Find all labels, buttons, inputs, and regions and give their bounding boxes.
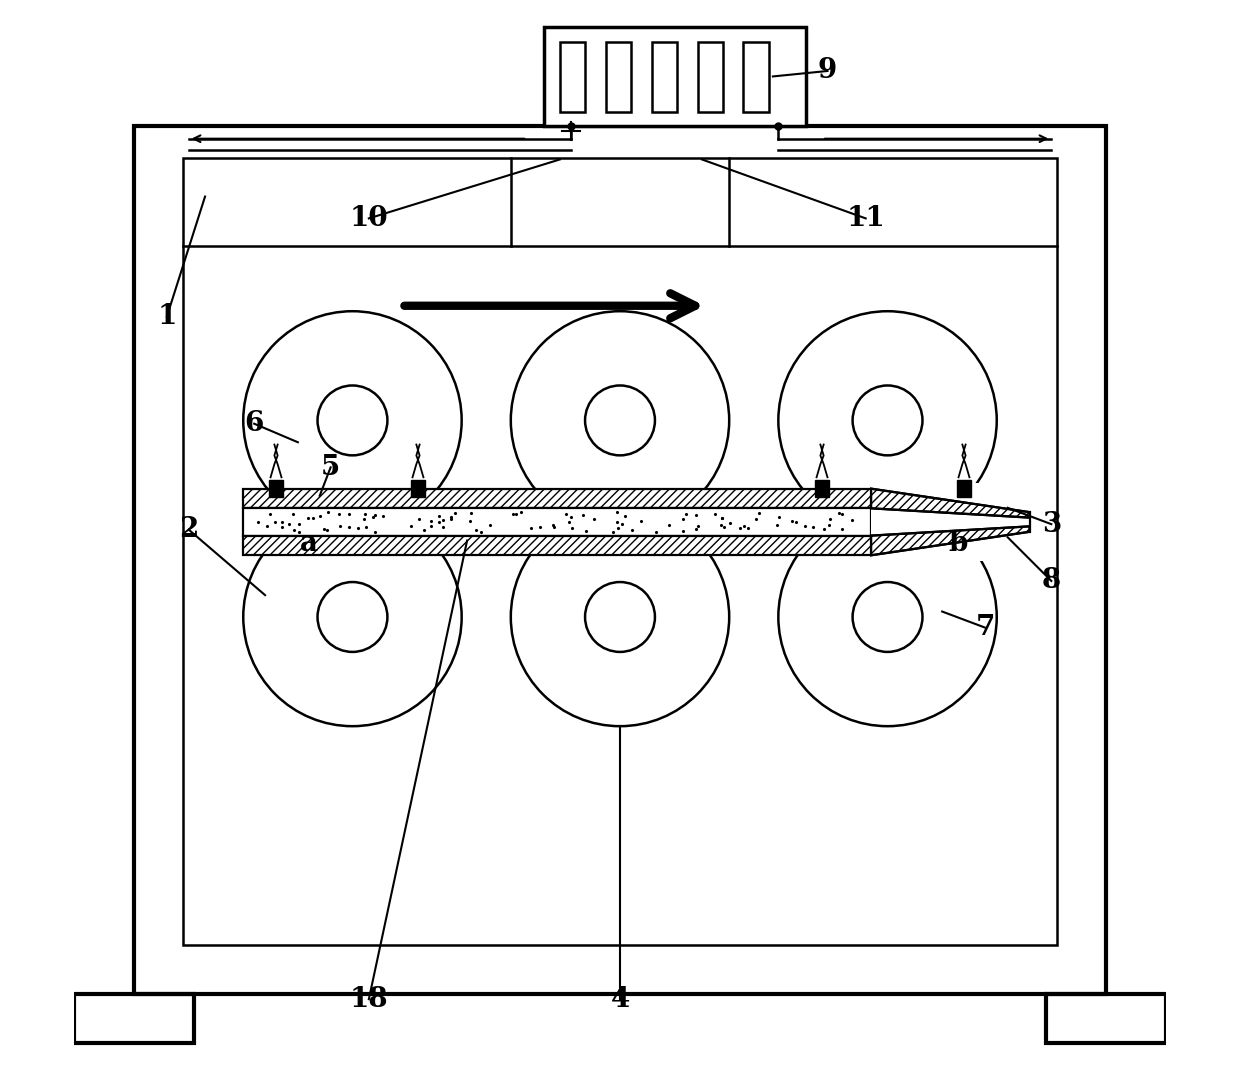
Circle shape xyxy=(779,508,997,726)
Circle shape xyxy=(853,385,923,455)
Bar xyxy=(744,41,769,112)
Bar xyxy=(872,483,1035,561)
Bar xyxy=(698,41,723,112)
Bar xyxy=(269,480,283,497)
Circle shape xyxy=(585,582,655,652)
Text: 5: 5 xyxy=(321,454,340,480)
Circle shape xyxy=(511,311,729,530)
Text: 3: 3 xyxy=(1042,511,1061,537)
Text: 7: 7 xyxy=(976,615,996,641)
Text: 9: 9 xyxy=(818,58,837,84)
Bar xyxy=(243,535,872,555)
Circle shape xyxy=(317,582,387,652)
Circle shape xyxy=(585,385,655,455)
Circle shape xyxy=(511,508,729,726)
Bar xyxy=(560,41,585,112)
Bar xyxy=(957,480,971,497)
Bar xyxy=(243,489,872,509)
Text: 2: 2 xyxy=(179,517,198,543)
Bar xyxy=(410,480,425,497)
Text: a: a xyxy=(300,531,317,557)
Circle shape xyxy=(779,311,997,530)
Text: 11: 11 xyxy=(847,205,885,232)
Circle shape xyxy=(853,582,923,652)
Text: 6: 6 xyxy=(244,411,264,437)
Bar xyxy=(815,480,830,497)
Text: 18: 18 xyxy=(350,986,388,1012)
Text: 4: 4 xyxy=(610,986,630,1012)
Bar xyxy=(74,994,195,1043)
Bar xyxy=(652,41,677,112)
Circle shape xyxy=(317,385,387,455)
Bar xyxy=(1045,994,1166,1043)
Bar xyxy=(243,509,872,536)
Bar xyxy=(134,126,1106,994)
Text: 1: 1 xyxy=(157,304,176,330)
Bar xyxy=(184,158,1056,945)
Circle shape xyxy=(243,508,461,726)
Text: b: b xyxy=(949,531,968,557)
Polygon shape xyxy=(872,526,1029,555)
Circle shape xyxy=(243,311,461,530)
Text: 10: 10 xyxy=(350,205,388,232)
Polygon shape xyxy=(872,489,1029,518)
Bar xyxy=(606,41,631,112)
Bar xyxy=(543,27,806,126)
Text: 8: 8 xyxy=(1042,568,1061,594)
